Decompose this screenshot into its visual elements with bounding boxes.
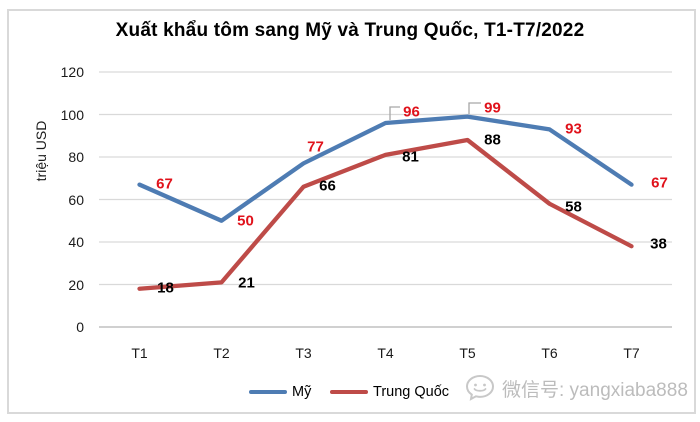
legend-item-my: Mỹ: [249, 383, 311, 401]
x-axis-label: T7: [623, 345, 640, 361]
chart-frame: [7, 9, 696, 414]
data-label-series1-T3: 66: [319, 177, 336, 195]
legend-marker-my: [249, 389, 287, 395]
y-tick-label: 120: [60, 64, 84, 80]
data-label-series0-T2: 50: [237, 212, 254, 230]
data-label-series1-T1: 18: [157, 279, 174, 297]
data-label-series0-T5: 99: [484, 99, 501, 117]
y-tick-label: 40: [68, 234, 84, 250]
y-tick-label: 80: [68, 149, 84, 165]
legend-marker-trung-quoc: [330, 389, 368, 395]
label-leader-line: [468, 102, 481, 114]
label-leader-line: [389, 106, 400, 120]
data-label-series0-T3: 77: [307, 138, 324, 156]
x-axis-label: T1: [131, 345, 148, 361]
data-label-series1-T5: 88: [484, 131, 501, 149]
data-label-series0-T1: 67: [156, 175, 173, 193]
watermark-text: 微信号: yangxiaba888: [502, 379, 688, 401]
y-tick-label: 20: [68, 276, 84, 293]
data-label-series1-T6: 58: [565, 198, 582, 216]
x-axis-label: T3: [295, 345, 312, 361]
watermark: 微信号: yangxiaba888: [464, 374, 688, 402]
x-axis-label: T4: [377, 345, 394, 361]
data-label-series1-T4: 81: [402, 148, 419, 166]
chart-title: Xuất khẩu tôm sang Mỹ và Trung Quốc, T1-…: [115, 20, 585, 41]
data-label-series1-T7: 38: [650, 235, 667, 253]
series-line-1: [137, 137, 634, 291]
legend-label-trung-quoc: Trung Quốc: [373, 384, 450, 400]
data-label-series1-T2: 21: [238, 274, 255, 292]
data-label-series0-T4: 96: [403, 103, 420, 121]
y-tick-label: 0: [76, 319, 84, 335]
x-axis-label: T6: [541, 345, 558, 361]
wechat-icon: [465, 374, 495, 401]
legend-item-trung-quoc: Trung Quốc: [330, 383, 449, 401]
data-label-series0-T7: 67: [651, 174, 668, 192]
legend-label-my: Mỹ: [292, 384, 312, 400]
y-tick-label: 100: [60, 106, 84, 123]
data-label-series0-T6: 93: [565, 120, 582, 138]
series-line-0: [137, 114, 634, 223]
x-axis-label: T2: [213, 345, 230, 361]
y-tick-label: 60: [68, 191, 84, 208]
x-axis-label: T5: [459, 345, 476, 361]
